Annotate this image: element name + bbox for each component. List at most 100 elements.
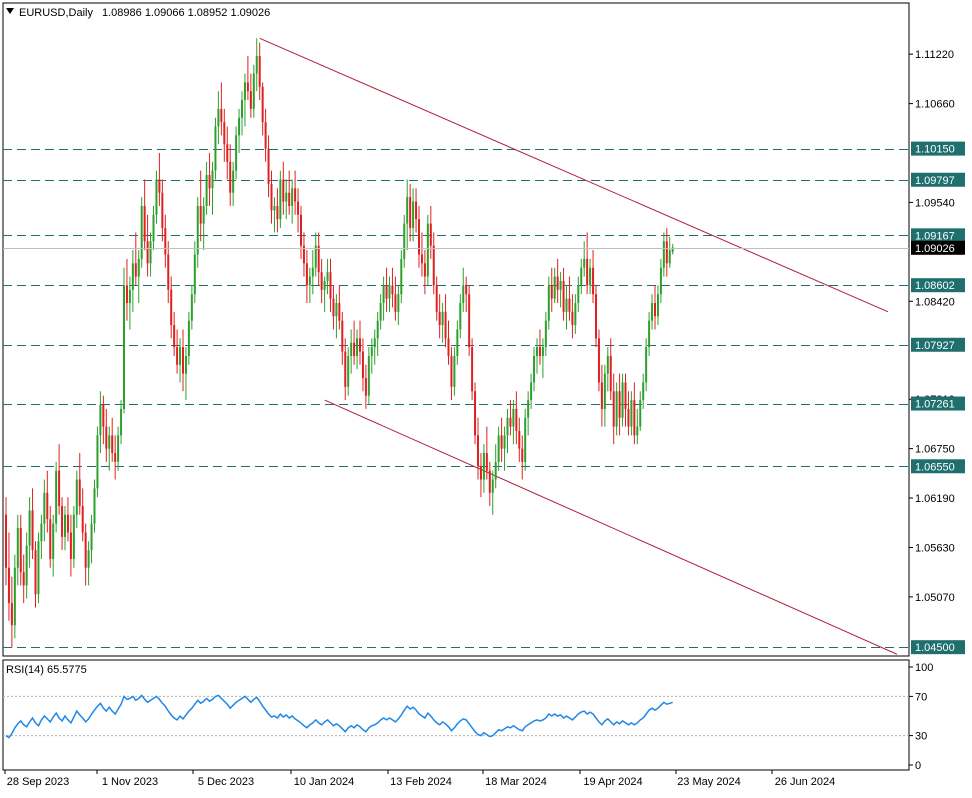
rsi-line [5, 694, 673, 739]
candle-body [597, 338, 600, 383]
candle-body [438, 311, 441, 326]
candle-body [64, 514, 66, 537]
candle-body [255, 55, 258, 74]
date-tick-label: 26 Jun 2024 [775, 776, 836, 788]
candle-body [420, 254, 423, 264]
candle-body [609, 355, 612, 392]
candle-body [512, 408, 515, 427]
candle-body [105, 426, 108, 449]
candle-body [273, 205, 276, 211]
level-price-tag-label: 1.06550 [915, 461, 955, 473]
date-tick-label: 19 Apr 2024 [583, 776, 642, 788]
candle-body [565, 298, 568, 312]
price-tick-label: 1.06750 [915, 444, 955, 456]
candle-body [538, 347, 541, 356]
candle-body [403, 223, 406, 259]
candle-body [235, 135, 238, 171]
level-price-tag-bg [911, 172, 965, 187]
price-axis: 1.112201.106601.095401.084201.073101.067… [909, 49, 955, 604]
candle-body [335, 303, 338, 317]
candle-body [479, 466, 482, 480]
candle-body [329, 272, 332, 299]
level-price-tag-bg [911, 141, 965, 156]
candle-body [447, 338, 450, 356]
candle-body [344, 351, 347, 387]
candle-body [485, 453, 488, 471]
candle-body [267, 148, 270, 184]
candle-body [385, 285, 388, 299]
candle-body [305, 263, 308, 286]
candle-body [668, 250, 671, 264]
candle-body [131, 263, 134, 290]
candle-body [615, 391, 618, 427]
candle-body [524, 417, 527, 462]
candle-body [518, 430, 521, 449]
trend-lines [259, 37, 898, 655]
candle-body [308, 276, 311, 286]
candle-body [648, 320, 651, 348]
panel-frames [2, 2, 910, 771]
candle-body [190, 294, 193, 321]
candle-body [477, 435, 479, 467]
candle-body [370, 347, 373, 356]
rsi-label: RSI(14) 65.5775 [6, 664, 87, 676]
candle-body [214, 126, 217, 171]
horizontal-levels [3, 149, 909, 648]
candle-body [241, 100, 243, 118]
candle-body [586, 258, 589, 286]
candle-body [521, 448, 524, 462]
candle-body [49, 519, 52, 559]
candle-body [347, 355, 350, 387]
candle-body [7, 567, 10, 604]
candle-body [541, 347, 544, 356]
candle-body [603, 373, 606, 409]
candle-body [435, 285, 438, 312]
price-tick-label: 1.10660 [915, 99, 955, 111]
main-plot-frame [2, 2, 910, 657]
symbol-dropdown-icon[interactable] [6, 8, 14, 14]
candle-body [243, 82, 246, 101]
candle-body [226, 144, 229, 162]
candle-body [114, 453, 117, 462]
current-price-tag-label: 1.09026 [915, 243, 955, 255]
candle-body [155, 179, 158, 215]
candle-body [217, 108, 220, 127]
candle-body [208, 175, 211, 189]
candle-body [87, 550, 90, 568]
candle-body [662, 241, 665, 268]
candle-body [184, 355, 187, 374]
candle-body [665, 241, 668, 264]
candle-body [238, 117, 241, 136]
candle-body [158, 179, 161, 193]
candle-body [533, 355, 536, 383]
candle-body [509, 417, 512, 427]
candle-body [279, 179, 282, 220]
candle-body [462, 285, 465, 304]
candle-body [418, 219, 420, 255]
candle-body [291, 188, 294, 206]
candle-body [276, 205, 279, 220]
date-tick-label: 10 Jan 2024 [294, 776, 355, 788]
level-price-tag-label: 1.09167 [915, 230, 955, 242]
rsi-panel: 100 70 30 0 [3, 662, 933, 772]
candle-body [388, 285, 391, 299]
candle-body [75, 479, 78, 515]
level-price-tag-label: 1.09797 [915, 175, 955, 187]
candle-body [37, 541, 40, 595]
candle-body [500, 435, 503, 449]
candle-body [636, 426, 639, 436]
candle-body [288, 192, 291, 206]
candle-body [149, 241, 152, 264]
candle-body [600, 382, 603, 409]
candle-body [261, 86, 264, 123]
candle-body [488, 470, 491, 493]
candle-body [503, 435, 506, 449]
level-price-tag-bg [911, 459, 965, 474]
candle-body [55, 470, 58, 524]
candle-body [90, 523, 93, 551]
candle-body [406, 197, 409, 224]
candle-body [468, 294, 471, 348]
candle-body [506, 417, 509, 436]
candle-body [179, 347, 182, 365]
